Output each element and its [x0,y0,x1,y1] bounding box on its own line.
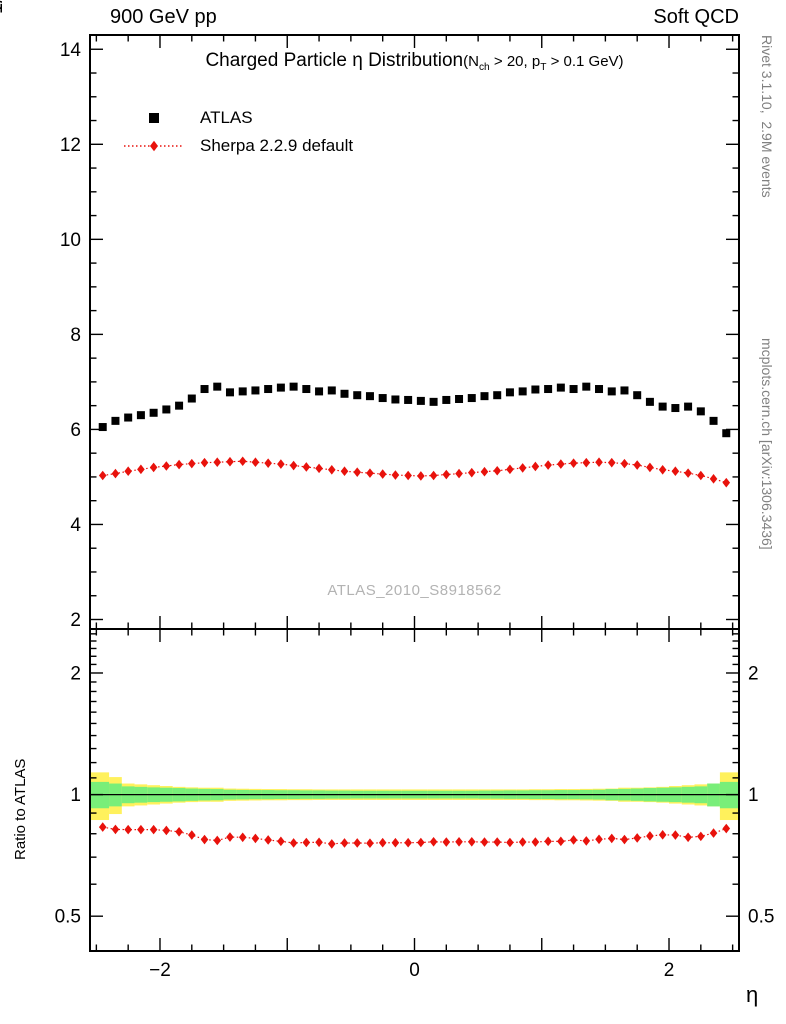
svg-text:4: 4 [70,515,81,536]
sherpa-data-points [98,456,731,488]
header-category-label: Soft QCD [653,6,739,28]
legend-label-sherpa: Sherpa 2.2.9 default [200,136,354,155]
header-process-label: 900 GeV pp [110,6,217,28]
plot-title-cuts: (Nch > 20, pT > 0.1 GeV) [463,53,624,73]
main-y-axis-label-part: 1/N [0,0,7,14]
legend: ATLAS Sherpa 2.2.9 default [122,104,353,160]
svg-text:2: 2 [748,663,759,684]
svg-text:0: 0 [409,960,420,981]
atlas-square-marker-icon [122,111,186,125]
plot-title: Charged Particle η Distribution(Nch > 20… [90,50,739,73]
rivet-version-note: Rivet 3.1.10, 2.9M events [759,35,775,198]
legend-entry-sherpa: Sherpa 2.2.9 default [122,132,353,160]
sherpa-line-main [102,460,727,484]
axis-ticks [90,35,739,951]
sherpa-line-ratio [102,826,727,845]
svg-text:0.5: 0.5 [55,907,81,928]
svg-text:10: 10 [60,230,81,251]
legend-label-atlas: ATLAS [200,108,253,127]
ratio-data-points [98,822,731,849]
svg-text:1: 1 [748,785,759,806]
ratio-y-axis-label: Ratio to ATLAS [12,758,29,860]
x-axis-label: η [746,982,759,1007]
svg-text:12: 12 [60,135,81,156]
atlas-data-points [98,382,731,438]
svg-text:−2: −2 [149,960,171,981]
svg-text:6: 6 [70,420,81,441]
svg-text:1: 1 [70,785,81,806]
svg-text:2: 2 [664,960,675,981]
plot-title-main: Charged Particle η Distribution [205,50,464,71]
svg-text:8: 8 [70,325,81,346]
main-y-axis-label: 1/Nev dNch/dη [0,0,8,14]
svg-text:2: 2 [70,610,81,631]
svg-text:2: 2 [70,663,81,684]
svg-text:0.5: 0.5 [748,907,774,928]
sherpa-diamond-marker-icon [122,139,186,153]
analysis-watermark: ATLAS_2010_S8918562 [327,582,502,599]
legend-entry-atlas: ATLAS [122,104,353,132]
svg-text:14: 14 [60,40,82,61]
mcplots-reference-note: mcplots.cern.ch [arXiv:1306.3436] [759,338,775,550]
